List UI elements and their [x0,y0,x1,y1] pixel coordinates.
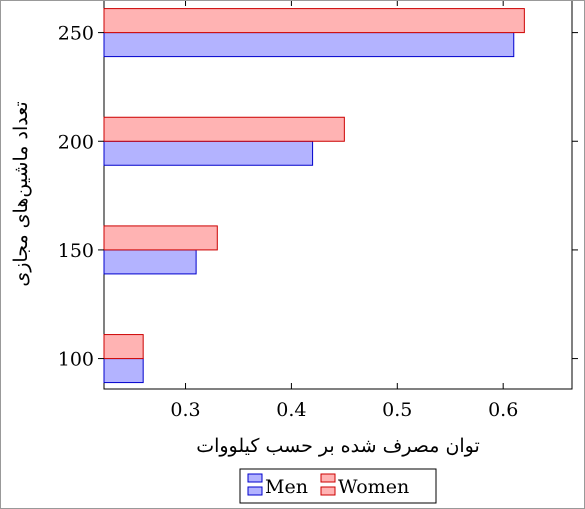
bar-men-250 [103,32,515,58]
bar-women-250 [103,8,525,34]
legend-swatch-women [320,473,336,483]
bar-men-150 [103,249,197,275]
y-tick-label: 150 [58,240,94,262]
x-axis-label: توان مصرف شده بر حسب کیلووات [196,435,480,457]
bars-group [103,8,525,384]
legend-label-women: Women [338,476,409,498]
legend: Men Women [239,468,437,504]
bar-men-100 [103,358,144,384]
x-ticks-group: 0.3 0.4 0.5 0.6 [170,0,518,421]
y-tick-label: 250 [58,23,94,45]
x-tick-label: 0.6 [488,399,518,421]
bar-women-200 [103,116,345,142]
y-tick-label: 200 [58,131,94,153]
y-ticks-group: 100 150 200 250 [58,23,578,371]
x-tick-label: 0.5 [382,399,412,421]
y-tick-label: 100 [58,349,94,371]
x-tick-label: 0.3 [170,399,200,421]
bar-women-100 [103,334,144,360]
legend-swatch-men [247,473,263,483]
legend-label-men: Men [265,476,308,498]
plot-frame [103,0,573,390]
bar-women-150 [103,225,218,251]
y-axis-label: تعداد ماشین‌های مجازی [10,101,32,286]
legend-box [239,468,437,504]
bar-men-200 [103,140,314,166]
legend-swatch-men-lower [247,486,263,496]
legend-swatch-women-lower [320,486,336,496]
x-tick-label: 0.4 [276,399,306,421]
